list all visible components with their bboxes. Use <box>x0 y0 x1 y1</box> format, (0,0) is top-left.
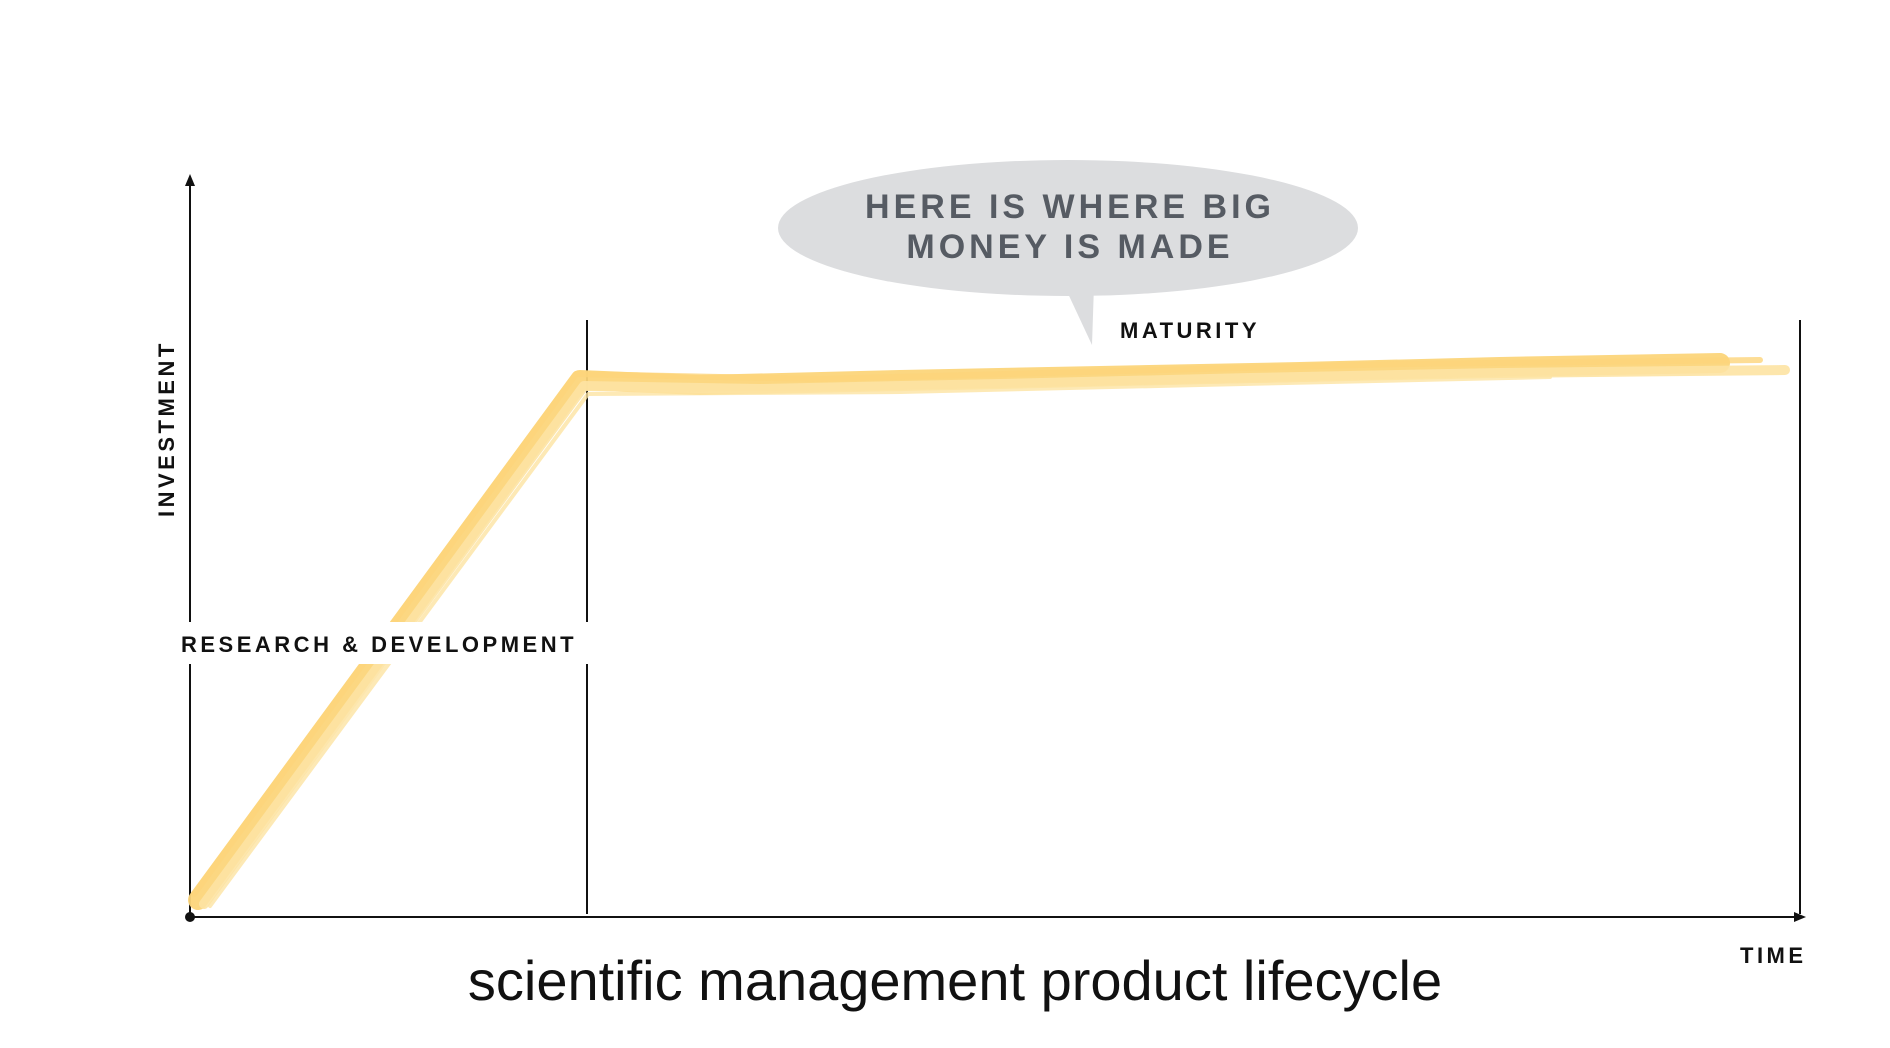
origin-dot <box>185 912 195 922</box>
rnd-label-backdrop <box>175 622 595 664</box>
x-axis-arrowhead <box>1794 912 1806 922</box>
research-development-label: RESEARCH & DEVELOPMENT <box>181 632 577 657</box>
diagram-caption: scientific management product lifecycle <box>468 949 1442 1012</box>
y-axis-label: INVESTMENT <box>154 340 179 517</box>
x-axis-label: TIME <box>1740 943 1807 968</box>
y-axis-arrowhead <box>185 174 195 186</box>
callout-text-line-2: MONEY IS MADE <box>906 228 1233 266</box>
callout-text-line-1: HERE IS WHERE BIG <box>865 188 1275 226</box>
maturity-label: MATURITY <box>1120 318 1260 343</box>
lifecycle-curve <box>188 353 1790 910</box>
callout-bubble: HERE IS WHERE BIG MONEY IS MADE <box>778 160 1358 345</box>
